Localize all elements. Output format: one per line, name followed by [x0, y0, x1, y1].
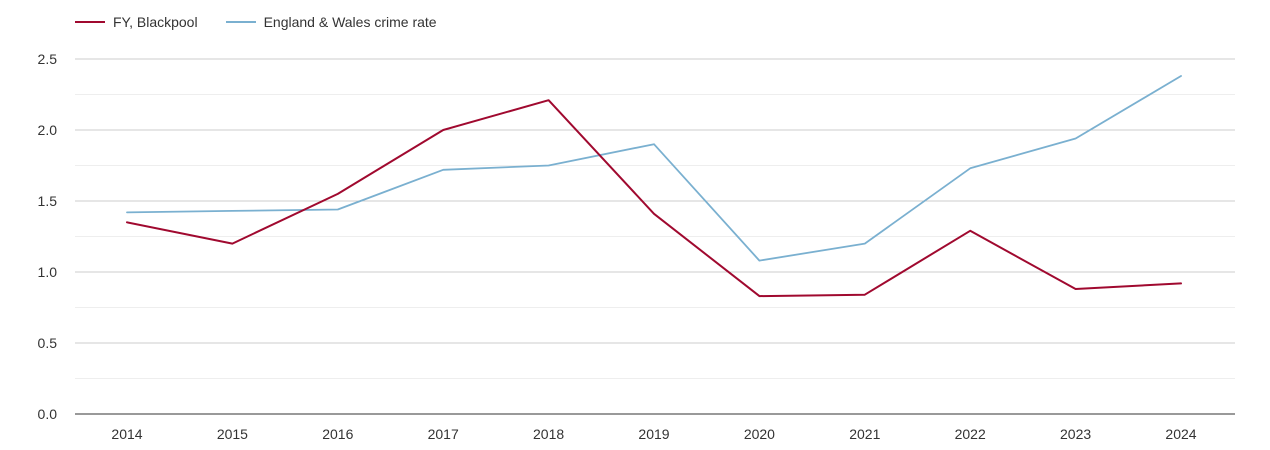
- x-tick-label: 2018: [533, 426, 564, 442]
- legend-swatch-england-wales: [225, 21, 256, 23]
- y-tick-label: 1.0: [38, 264, 58, 280]
- chart-legend: FY, Blackpool England & Wales crime rate: [75, 14, 437, 30]
- y-tick-label: 2.0: [38, 122, 58, 138]
- legend-item-england-wales[interactable]: England & Wales crime rate: [225, 14, 437, 30]
- y-tick-label: 0.0: [38, 406, 58, 422]
- grid-lines: [75, 58, 1235, 415]
- x-tick-label: 2017: [428, 426, 459, 442]
- x-tick-label: 2022: [955, 426, 986, 442]
- x-tick-label: 2021: [849, 426, 880, 442]
- x-tick-label: 2015: [217, 426, 248, 442]
- x-axis-ticks: 2014 2015 2016 2017 2018 2019 2020 2021 2022 2023…: [111, 426, 1196, 442]
- legend-label-blackpool: FY, Blackpool: [113, 14, 198, 30]
- series-line-england-wales: [126, 75, 1182, 262]
- x-tick-label: 2014: [111, 426, 142, 442]
- legend-item-blackpool[interactable]: FY, Blackpool: [75, 14, 198, 30]
- x-tick-label: 2024: [1165, 426, 1196, 442]
- y-tick-label: 1.5: [38, 193, 58, 209]
- x-tick-label: 2023: [1060, 426, 1091, 442]
- y-tick-label: 2.5: [38, 51, 58, 67]
- x-tick-label: 2019: [638, 426, 669, 442]
- x-tick-label: 2020: [744, 426, 775, 442]
- x-tick-label: 2016: [322, 426, 353, 442]
- series-line-blackpool: [126, 99, 1182, 298]
- y-axis-ticks: 0.0 0.5 1.0 1.5 2.0 2.5: [38, 51, 58, 422]
- y-tick-label: 0.5: [38, 335, 58, 351]
- legend-label-england-wales: England & Wales crime rate: [263, 14, 437, 30]
- legend-swatch-blackpool: [75, 21, 105, 23]
- series-lines: [126, 75, 1182, 298]
